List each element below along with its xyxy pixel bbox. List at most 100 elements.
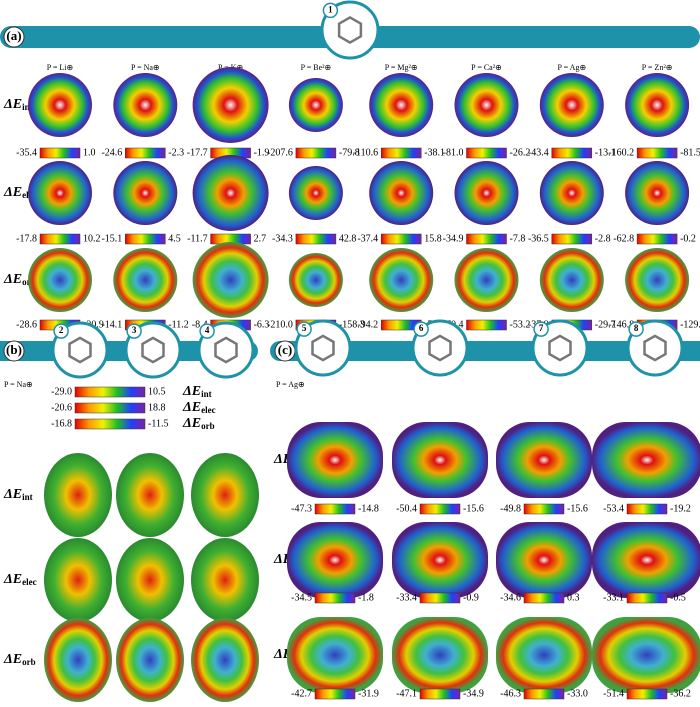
colorbar xyxy=(314,503,356,515)
surface-map xyxy=(113,248,178,312)
legend-label: ΔEorb xyxy=(182,416,215,431)
colorbar-max: -53.2 xyxy=(510,319,531,330)
surface-map xyxy=(625,248,690,312)
colorbar-max: -38.1 xyxy=(424,147,445,158)
colorbar-max: 10.2 xyxy=(83,233,101,244)
molecule xyxy=(337,15,363,45)
colorbar xyxy=(523,688,565,700)
colorbar-min: -17.8 xyxy=(16,233,37,244)
colorbar xyxy=(380,147,422,159)
colorbar-min: -47.1 xyxy=(396,688,417,699)
colorbar xyxy=(636,233,678,245)
surface-map xyxy=(592,422,700,498)
colorbar xyxy=(636,147,678,159)
surface-map xyxy=(288,253,343,307)
colorbar-max: -15.6 xyxy=(567,503,588,514)
colorbar-max: 2.7 xyxy=(254,233,267,244)
condition-label: P = Ag⊕ xyxy=(276,380,305,389)
surface-map xyxy=(369,161,434,225)
colorbar-min: -34.9 xyxy=(443,233,464,244)
legend-label: ΔEelec xyxy=(182,400,216,415)
surface-map xyxy=(454,73,519,137)
row-label: ΔEorb xyxy=(3,652,36,667)
colorbar-min: -17.7 xyxy=(187,147,208,158)
column-header: P = Na⊕ xyxy=(131,63,160,72)
legend-label-sub: int xyxy=(201,389,212,399)
colorbar xyxy=(626,503,668,515)
surface-map xyxy=(454,161,519,225)
colorbar xyxy=(74,418,146,430)
molecule-number-badge xyxy=(533,321,549,337)
colorbar-min: -28.6 xyxy=(16,319,37,330)
colorbar xyxy=(626,592,668,604)
molecule xyxy=(214,336,238,364)
colorbar-max: -19.2 xyxy=(670,503,691,514)
colorbar xyxy=(419,688,461,700)
colorbar-min: -110.6 xyxy=(353,147,378,158)
surface-map xyxy=(28,248,92,312)
surface-map xyxy=(28,161,92,225)
row-label-main: ΔE xyxy=(3,487,22,502)
surface-map xyxy=(539,161,604,225)
surface-map xyxy=(496,522,592,598)
colorbar-max: -1.9 xyxy=(254,147,270,158)
surface-map xyxy=(192,155,269,231)
surface-map xyxy=(287,422,383,498)
molecule-number: 8 xyxy=(634,323,639,333)
surface-map xyxy=(392,422,488,498)
colorbar-min: -34.3 xyxy=(272,233,293,244)
colorbar-max: -0.2 xyxy=(680,233,696,244)
colorbar-max: 42.8 xyxy=(339,233,357,244)
molecule-number-badge xyxy=(53,323,69,339)
surface-map xyxy=(113,73,178,137)
colorbar-max: 18.8 xyxy=(148,402,166,413)
row-label-main: ΔE xyxy=(3,185,22,200)
colorbar-max: -11.2 xyxy=(168,319,188,330)
row-label-sub: elec xyxy=(22,577,36,587)
colorbar xyxy=(626,688,668,700)
colorbar xyxy=(380,233,422,245)
panel-label-badge xyxy=(3,340,25,362)
colorbar xyxy=(523,592,565,604)
colorbar-min: -49.8 xyxy=(500,503,521,514)
column-header: P = Ca²⊕ xyxy=(471,63,502,72)
surface-map xyxy=(191,453,259,537)
row-label: ΔEint xyxy=(3,487,33,502)
colorbar xyxy=(551,233,593,245)
colorbar-min: -14.1 xyxy=(101,319,122,330)
surface-map xyxy=(287,522,383,598)
colorbar-min: -34.6 xyxy=(500,592,521,603)
surface-map xyxy=(496,422,592,498)
colorbar xyxy=(466,233,507,245)
row-label: ΔEelec xyxy=(3,572,37,587)
colorbar xyxy=(39,147,81,159)
colorbar-max: -1.8 xyxy=(358,592,374,603)
colorbar-max: -13.1 xyxy=(595,147,616,158)
colorbar-min: -33.4 xyxy=(396,592,417,603)
condition-label: P = Na⊕ xyxy=(4,380,33,389)
colorbar xyxy=(125,147,166,159)
colorbar-min: -8.4 xyxy=(192,319,208,330)
molecule-number-badge xyxy=(199,323,215,339)
surface-map xyxy=(592,617,700,693)
colorbar-max: -15.6 xyxy=(463,503,484,514)
colorbar xyxy=(74,402,146,414)
colorbar-min: -146.8 xyxy=(608,319,634,330)
colorbar-min: -160.2 xyxy=(608,147,634,158)
row-label-main: ΔE xyxy=(3,652,22,667)
column-header: P = Li⊕ xyxy=(47,63,73,72)
panel-label-badge xyxy=(3,26,25,48)
legend-label-sub: elec xyxy=(201,405,215,415)
molecule-frame xyxy=(320,0,380,60)
colorbar-min: -47.3 xyxy=(291,503,312,514)
molecule xyxy=(548,334,572,362)
colorbar xyxy=(551,147,593,159)
surface-map xyxy=(392,522,488,598)
molecule-number-badge xyxy=(413,321,429,337)
colorbar-max: -6.3 xyxy=(254,319,270,330)
molecule-number: 4 xyxy=(205,325,210,335)
colorbar-min: -43.4 xyxy=(528,147,549,158)
colorbar-min: -50.4 xyxy=(396,503,417,514)
row-label: ΔEint xyxy=(3,97,33,112)
colorbar-min: -36.5 xyxy=(528,233,549,244)
